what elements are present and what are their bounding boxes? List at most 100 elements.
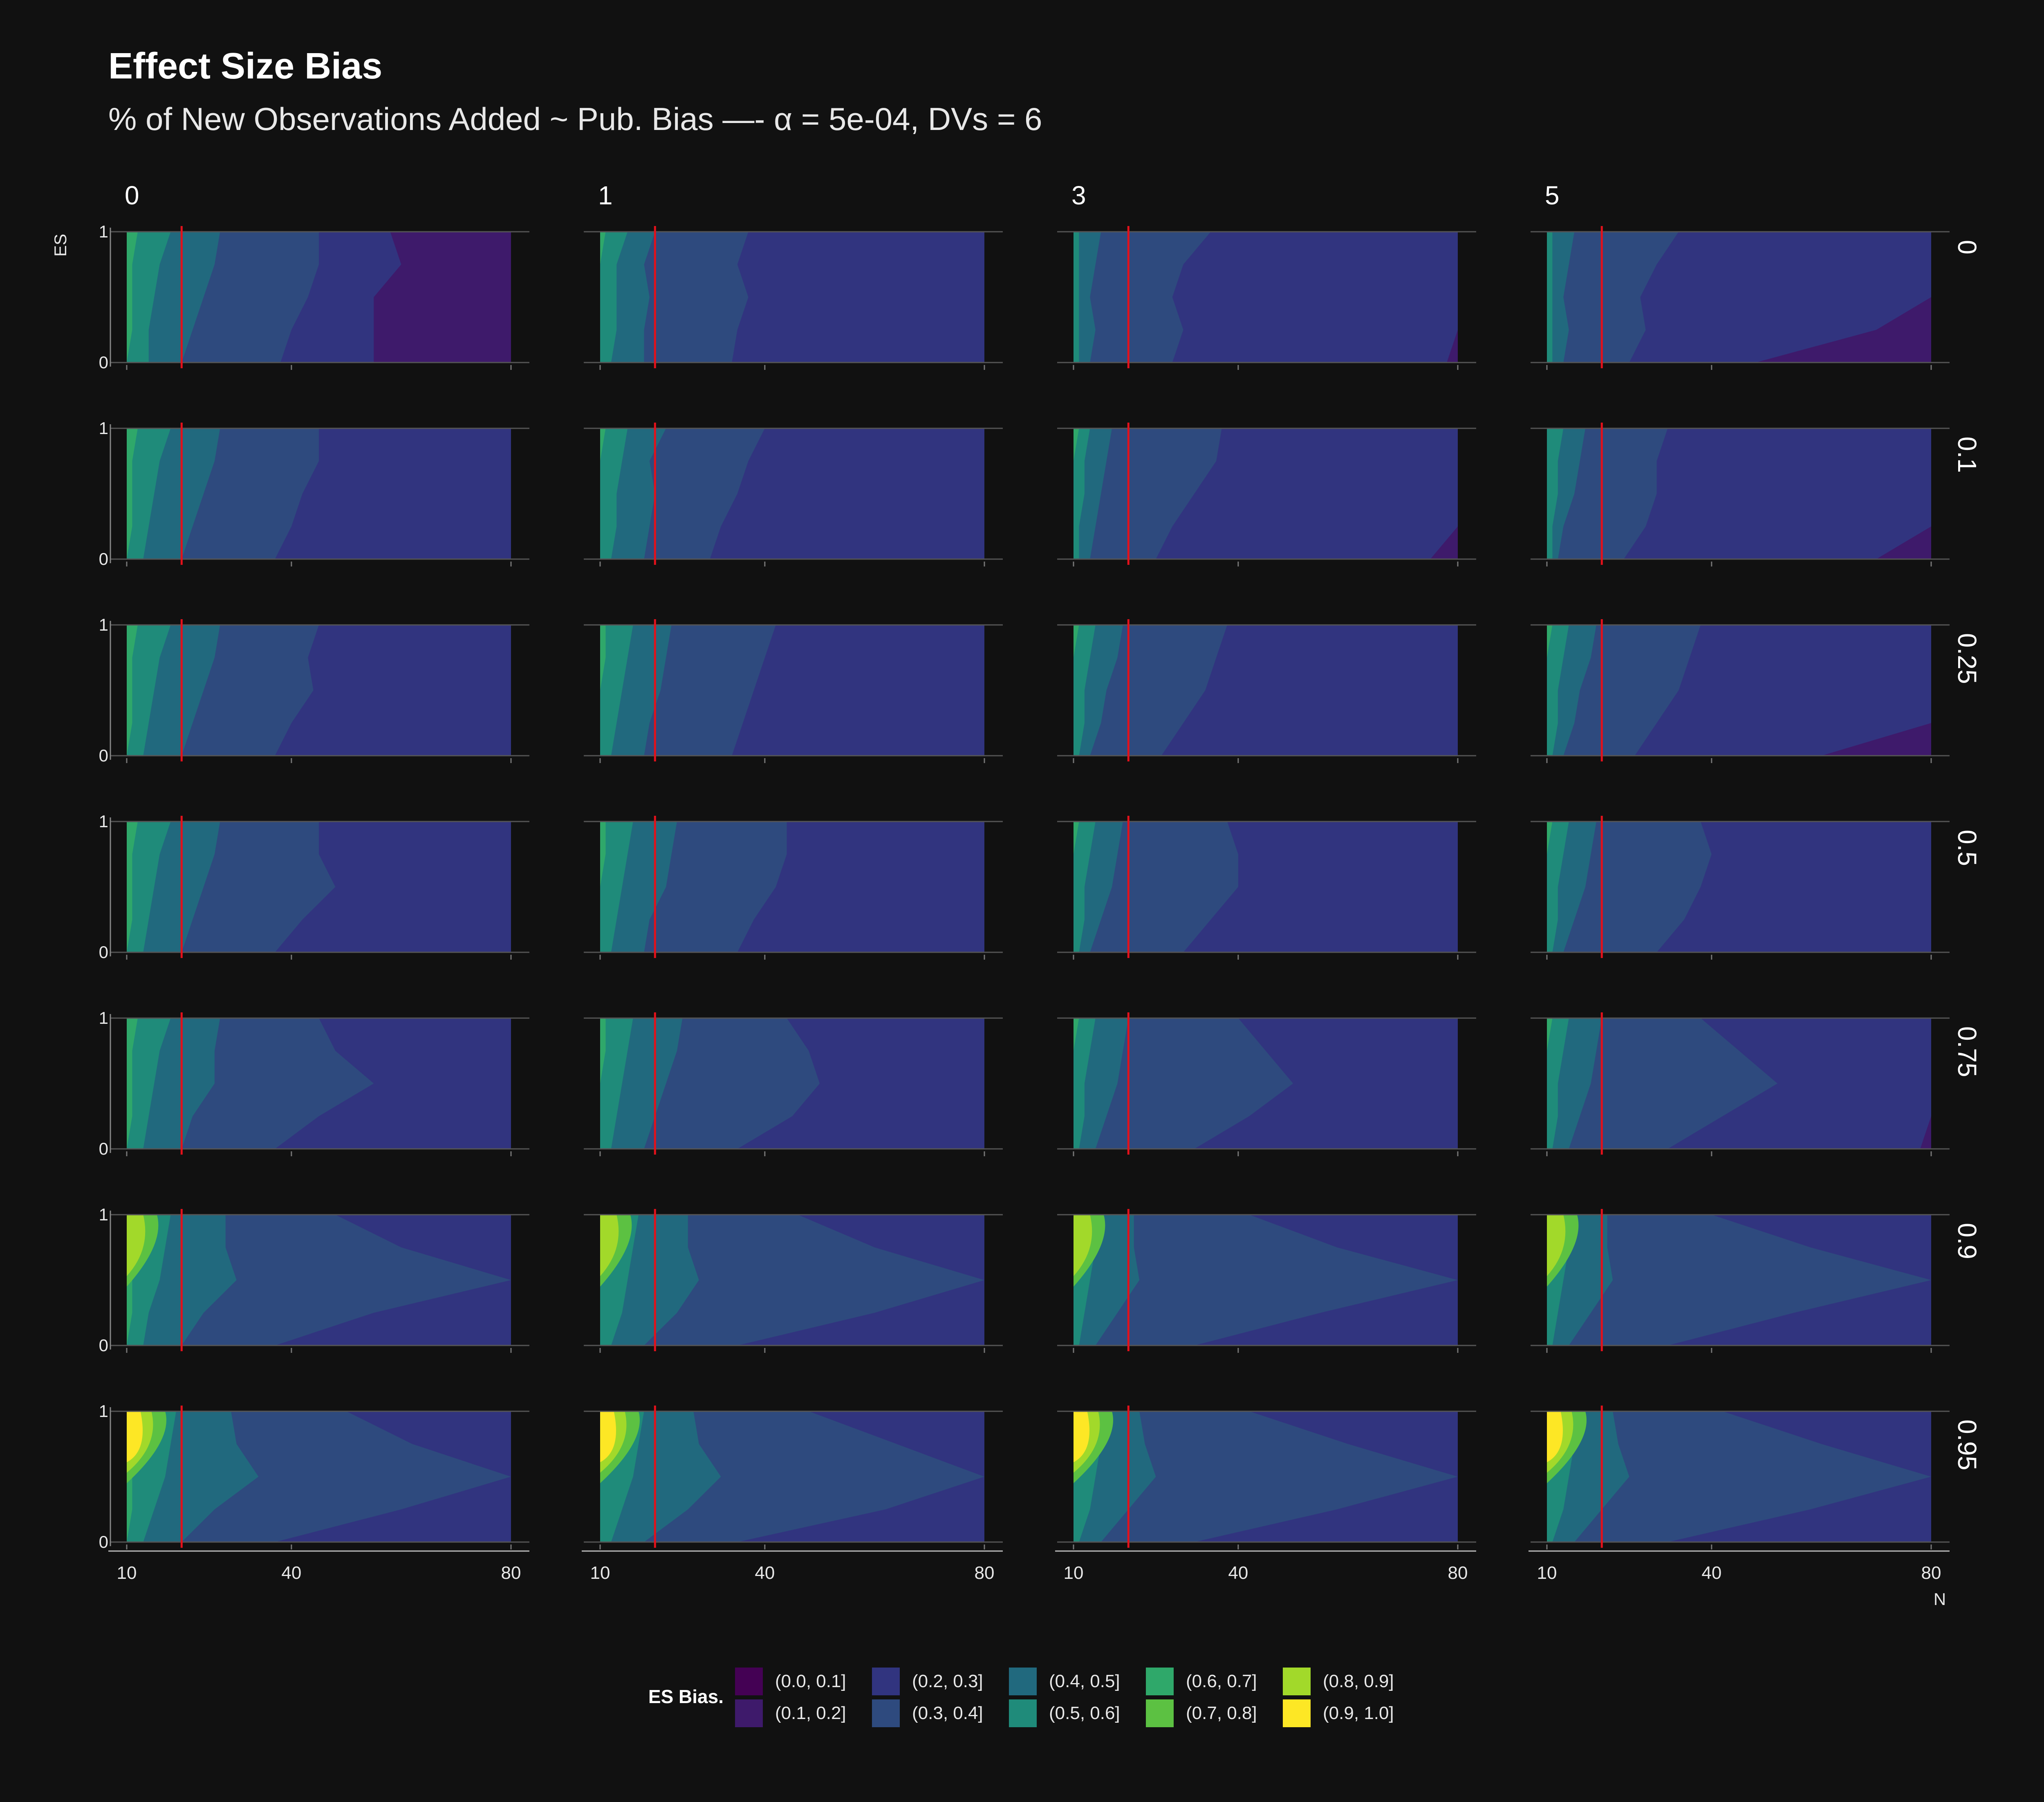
facet-panel [1531,1012,1950,1156]
legend-swatch [1146,1668,1174,1695]
facet-panel [584,423,1003,566]
x-tick-label: 40 [1701,1563,1721,1583]
contour-band [1547,1411,1931,1542]
y-tick-label: 1 [99,222,108,241]
contour-band [600,1411,616,1462]
y-tick-label: 1 [99,1205,108,1224]
facet-panel: 10 40 80 [1055,1406,1476,1583]
facet-panel [1531,226,1950,370]
y-tick-label: 1 [99,1401,108,1421]
x-tick-label: 40 [1228,1563,1248,1583]
y-tick-label: 0 [99,1139,108,1158]
y-tick-label: 0 [99,1336,108,1355]
x-tick-label: 10 [590,1563,610,1583]
contour-band [127,1411,143,1462]
legend: ES Bias. (0.0, 0.1] (0.1, 0.2] (0.2, 0.3] (0… [648,1668,1394,1727]
facet-panel [1057,226,1476,370]
contour-band [600,1018,633,1149]
contour-band [600,232,606,363]
row-label: 0.95 [1952,1419,1982,1471]
contour-band [127,1215,146,1276]
contour-band [127,232,171,363]
contour-band [600,1215,984,1345]
legend-title: ES Bias. [648,1686,724,1707]
contour-band [1074,1411,1090,1462]
legend-swatch [872,1668,900,1695]
contour-band [1074,625,1096,756]
facet-panel [1057,1209,1476,1353]
x-tick-label: 10 [117,1563,137,1583]
contour-band [127,1018,138,1149]
legend-swatch [1283,1668,1311,1695]
contour-band [1547,1411,1563,1462]
contour-band [600,822,606,952]
contour-band [1074,625,1079,756]
facet-panel: 01 [99,812,529,962]
contour-band [1074,822,1096,952]
y-tick-label: 1 [99,615,108,634]
facet-panel: 01 [99,222,529,372]
contour-band [1547,232,1575,363]
facet-panel [1057,619,1476,763]
contour-band [1547,232,1553,363]
contour-band [600,625,633,756]
contour-band [1074,232,1101,363]
legend-swatch [1283,1699,1311,1727]
contour-band [127,822,138,952]
facet-panel [1531,1209,1950,1353]
y-tick-label: 1 [99,812,108,831]
legend-label: (0.4, 0.5] [1049,1671,1120,1691]
legend-swatch [872,1699,900,1727]
x-tick-label: 40 [281,1563,301,1583]
contour-band [1074,232,1079,363]
y-axis-label: ES [51,234,70,257]
facet-panel [584,619,1003,763]
contour-band [1074,1411,1458,1542]
y-tick-label: 0 [99,942,108,962]
legend-label: (0.5, 0.6] [1049,1703,1120,1723]
contour-band [127,625,138,756]
facet-panel: 10 40 80 [582,1406,1003,1583]
row-label: 0.25 [1952,633,1982,684]
facet-panel [584,1209,1003,1353]
contour-band [600,1018,606,1149]
column-label: 0 [125,181,139,210]
contour-band [127,822,171,952]
contour-band [1074,1018,1096,1149]
contour-band [1547,625,1553,756]
contour-band [1547,822,1569,952]
facet-panel [1531,423,1950,566]
row-label: 0.9 [1952,1223,1982,1259]
legend-label: (0.0, 0.1] [775,1671,846,1691]
contour-band [1074,1215,1458,1345]
x-tick-label: 80 [501,1563,521,1583]
legend-label: (0.8, 0.9] [1323,1671,1394,1691]
legend-swatch [735,1699,763,1727]
legend-label: (0.1, 0.2] [775,1703,846,1723]
legend-swatch [1009,1668,1037,1695]
facet-grid: 0 1 3 500.10.250.50.750.90.9501010101010101… [99,181,1982,1583]
contour-band [1547,1215,1566,1276]
legend-swatch [1146,1699,1174,1727]
contour-band [1074,428,1222,559]
facet-panel [1057,816,1476,960]
x-tick-label: 80 [975,1563,995,1583]
legend-swatch [735,1668,763,1695]
facet-panel [1531,619,1950,763]
y-tick-label: 0 [99,549,108,569]
x-tick-label: 40 [755,1563,775,1583]
x-tick-label: 10 [1537,1563,1557,1583]
contour-band [600,232,628,363]
contour-band [127,428,171,559]
contour-band [1547,428,1564,559]
contour-band [1074,822,1079,952]
legend-swatch [1009,1699,1037,1727]
facet-panel [584,1012,1003,1156]
contour-band [1074,232,1211,363]
x-tick-label: 80 [1448,1563,1468,1583]
y-tick-label: 0 [99,353,108,372]
contour-band [600,1215,619,1276]
contour-band [1547,625,1569,756]
legend-label: (0.3, 0.4] [912,1703,983,1723]
contour-band [1074,428,1079,559]
